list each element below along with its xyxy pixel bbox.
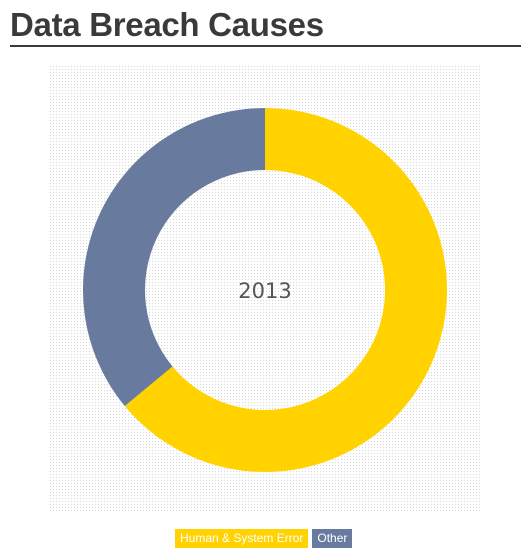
chart-area: 2013	[49, 65, 481, 511]
page-title: Data Breach Causes	[10, 6, 324, 43]
slice-other	[83, 108, 265, 407]
legend-item-human-system-error[interactable]: Human & System Error	[175, 529, 309, 548]
legend-item-other[interactable]: Other	[312, 529, 353, 548]
chart-legend: Human & System Error Other	[175, 529, 353, 549]
center-label: 2013	[238, 279, 291, 303]
slice-human-system-error	[124, 108, 447, 473]
donut-slices	[83, 108, 447, 473]
donut-chart: 2013	[83, 108, 447, 473]
title-underline	[10, 45, 521, 47]
